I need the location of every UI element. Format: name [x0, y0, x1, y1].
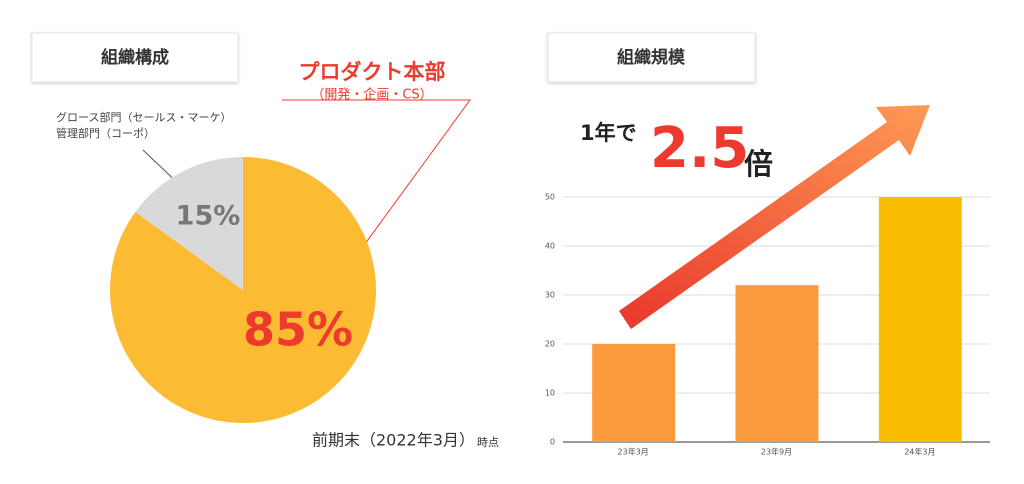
y-tick-label: 20 [545, 340, 555, 349]
leader-line [282, 99, 471, 286]
category-sublabel: （開発・企画・CS） [311, 87, 432, 103]
title-box [31, 32, 239, 83]
value-label: 15% [176, 201, 241, 232]
category-label: 管理部門（コーポ） [56, 126, 155, 140]
category-label: プロダクト本部 [299, 60, 446, 84]
category-label: グロース部門（セールス・マーケ） [56, 110, 231, 124]
bar-chart: 0 10 20 30 40 50 23年3月 23年9月 24年3月 1年で 2.5倍 [545, 116, 990, 457]
note-suffix: 時点 [477, 436, 499, 449]
bar [592, 344, 676, 442]
bar [878, 197, 962, 442]
pie-slice [135, 157, 243, 290]
annotation-number: 2.5 [650, 116, 749, 181]
chart-title: 組織構成 [101, 47, 169, 68]
value-label: 85% [243, 303, 353, 357]
y-tick-label: 30 [545, 291, 555, 300]
x-tick-label: 24年3月 [904, 447, 935, 457]
x-tick-label: 23年9月 [761, 447, 792, 457]
pie: 85% 15% プロダクト本部 （開発・企画・CS） グロース部門（セールス・マーケ） 管… [56, 60, 499, 450]
y-tick-label: 0 [550, 438, 555, 447]
note: 前期末（2022年3月） [312, 431, 475, 450]
growth-arrow [619, 105, 930, 329]
bar [735, 285, 819, 442]
annotation: 倍 [744, 147, 773, 181]
y-tick-label: 50 [545, 193, 555, 202]
y-tick-label: 40 [545, 242, 555, 251]
annotation: 1年で [580, 121, 637, 145]
y-tick-label: 10 [545, 389, 555, 398]
title-box [547, 32, 756, 83]
x-tick-label: 23年3月 [618, 447, 649, 457]
pie-slice [109, 157, 376, 424]
chart-title: 組織規模 [617, 47, 686, 68]
